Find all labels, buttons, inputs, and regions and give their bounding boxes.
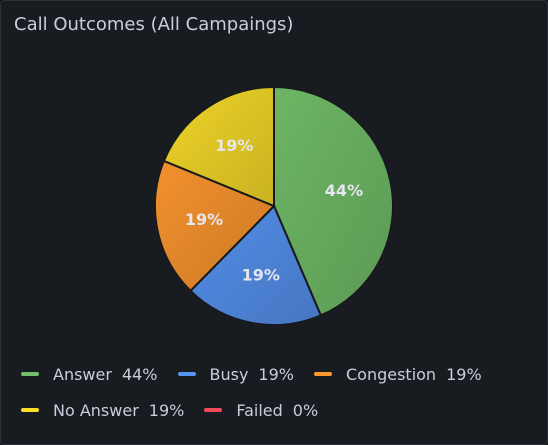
chart: 44% 19% 19% 19%: [154, 85, 394, 326]
legend-item: Busy 19%: [177, 363, 294, 385]
legend-swatch: [21, 372, 39, 376]
legend-swatch: [21, 408, 39, 412]
legend-label: Busy: [209, 364, 249, 384]
legend-item: Congestion 19%: [313, 363, 482, 385]
legend: Answer 44% Busy 19% Congestion 19% No Answer 19…: [21, 363, 521, 421]
slice-label: 19%: [185, 210, 223, 229]
legend-value: 19%: [258, 364, 294, 384]
legend-swatch: [204, 408, 223, 412]
legend-item: Answer 44%: [21, 363, 158, 385]
legend-value: 44%: [121, 364, 158, 384]
legend-label: Answer: [53, 364, 112, 384]
legend-item: Failed 0%: [204, 399, 318, 421]
legend-value: 19%: [446, 364, 482, 384]
slice-label: 19%: [242, 266, 280, 285]
legend-value: 0%: [292, 400, 319, 420]
panel-title: Call Outcomes (All Campaings): [14, 14, 294, 35]
legend-swatch: [313, 372, 332, 376]
legend-label: No Answer: [53, 400, 139, 420]
slice-label: 19%: [215, 136, 253, 155]
legend-item: No Answer 19%: [21, 399, 184, 421]
legend-label: Failed: [236, 400, 283, 420]
legend-value: 19%: [148, 400, 185, 420]
legend-swatch: [177, 372, 196, 376]
legend-label: Congestion: [345, 364, 437, 384]
slice-label: 44%: [325, 181, 363, 200]
